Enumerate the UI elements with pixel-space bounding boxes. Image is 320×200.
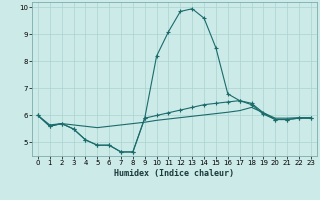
- X-axis label: Humidex (Indice chaleur): Humidex (Indice chaleur): [115, 169, 234, 178]
